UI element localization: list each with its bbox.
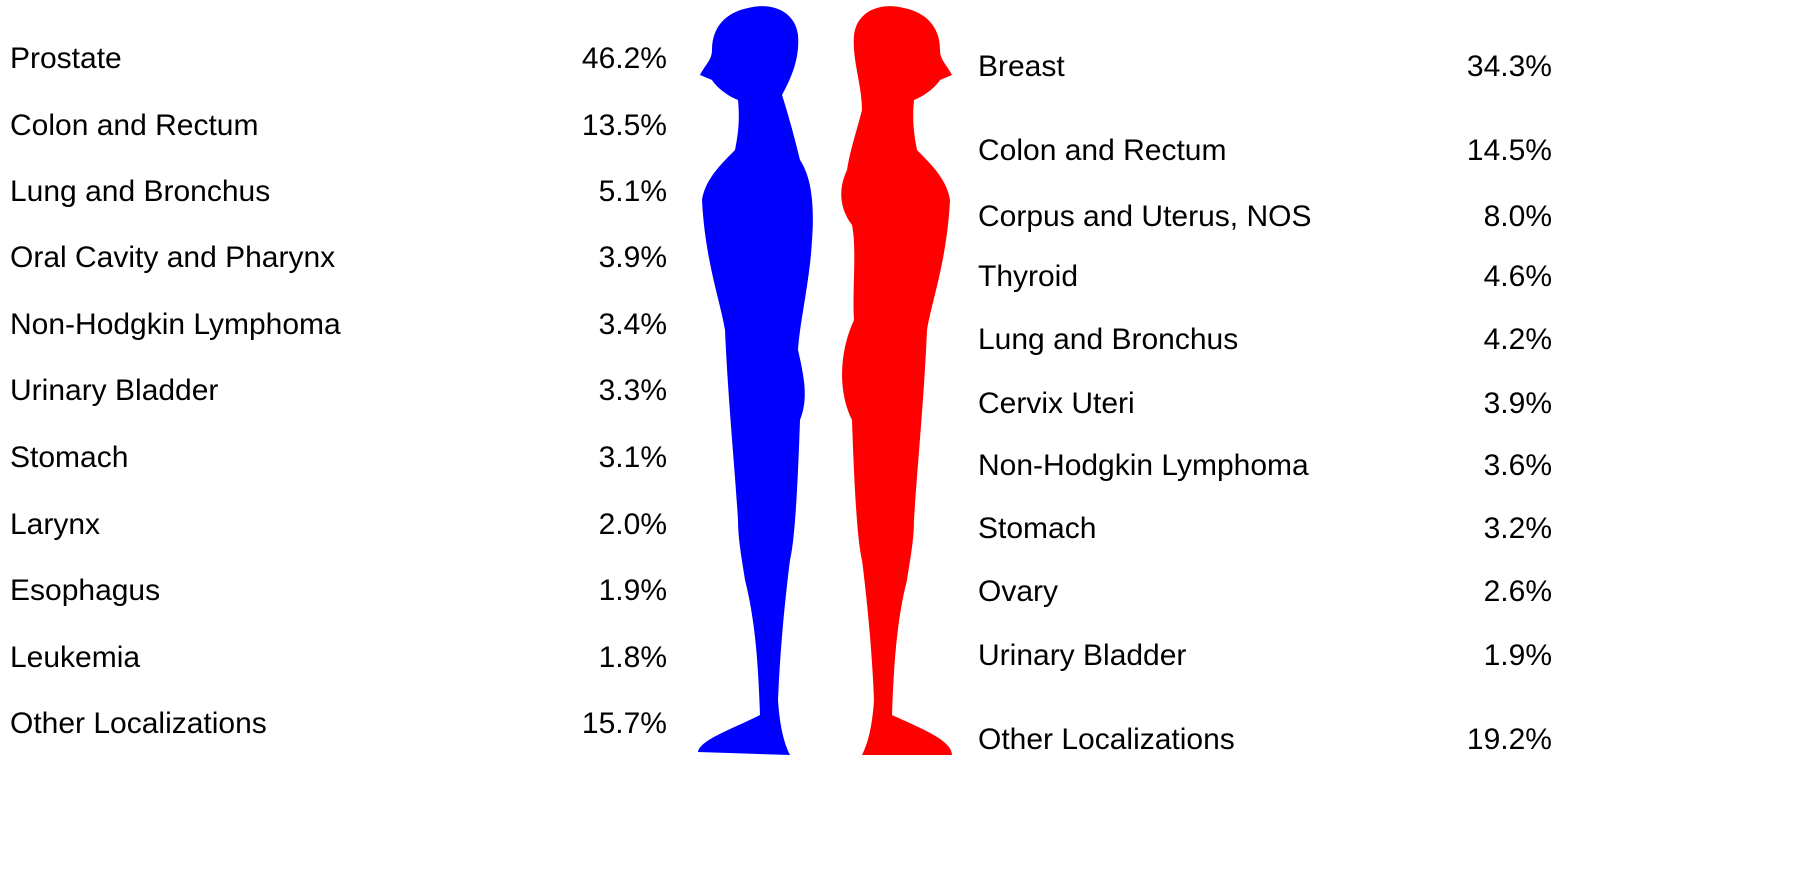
percentage: 3.4%: [599, 308, 667, 341]
percentage: 4.2%: [1484, 323, 1552, 356]
site-label: Colon and Rectum: [10, 109, 258, 142]
site-label: Non-Hodgkin Lymphoma: [978, 449, 1309, 482]
percentage: 2.0%: [599, 508, 667, 541]
infographic: Prostate 46.2% Colon and Rectum 13.5% Lung a…: [0, 0, 1815, 877]
site-label: Lung and Bronchus: [10, 175, 270, 208]
percentage: 8.0%: [1484, 200, 1552, 233]
site-label: Stomach: [10, 441, 128, 474]
site-label: Urinary Bladder: [978, 639, 1186, 672]
percentage: 3.9%: [599, 241, 667, 274]
male-silhouette: [698, 6, 813, 755]
percentage: 1.8%: [599, 641, 667, 674]
site-label: Other Localizations: [10, 707, 267, 740]
percentage: 13.5%: [582, 109, 667, 142]
man-figure: [698, 6, 813, 755]
percentage: 3.3%: [599, 374, 667, 407]
site-label: Larynx: [10, 508, 100, 541]
percentage: 14.5%: [1467, 134, 1552, 167]
woman-figure: [841, 6, 952, 755]
percentage: 3.6%: [1484, 449, 1552, 482]
site-label: Thyroid: [978, 260, 1078, 293]
site-label: Corpus and Uterus, NOS: [978, 200, 1311, 233]
percentage: 3.2%: [1484, 512, 1552, 545]
percentage: 46.2%: [582, 42, 667, 75]
site-label: Breast: [978, 50, 1065, 83]
site-label: Ovary: [978, 575, 1058, 608]
site-label: Oral Cavity and Pharynx: [10, 241, 335, 274]
percentage: 1.9%: [1484, 639, 1552, 672]
percentage: 2.6%: [1484, 575, 1552, 608]
percentage: 4.6%: [1484, 260, 1552, 293]
percentage: 15.7%: [582, 707, 667, 740]
percentage: 19.2%: [1467, 723, 1552, 756]
site-label: Colon and Rectum: [978, 134, 1226, 167]
site-label: Non-Hodgkin Lymphoma: [10, 308, 341, 341]
site-label: Prostate: [10, 42, 122, 75]
site-label: Cervix Uteri: [978, 387, 1135, 420]
page: Prostate 46.2% Colon and Rectum 13.5% Lung a…: [0, 0, 1815, 877]
site-label: Stomach: [978, 512, 1096, 545]
percentage: 3.1%: [599, 441, 667, 474]
percentage: 34.3%: [1467, 50, 1552, 83]
female-silhouette: [841, 6, 952, 755]
percentage: 3.9%: [1484, 387, 1552, 420]
site-label: Esophagus: [10, 574, 160, 607]
site-label: Urinary Bladder: [10, 374, 218, 407]
site-label: Lung and Bronchus: [978, 323, 1238, 356]
percentage: 5.1%: [599, 175, 667, 208]
percentage: 1.9%: [599, 574, 667, 607]
site-label: Other Localizations: [978, 723, 1235, 756]
site-label: Leukemia: [10, 641, 140, 674]
